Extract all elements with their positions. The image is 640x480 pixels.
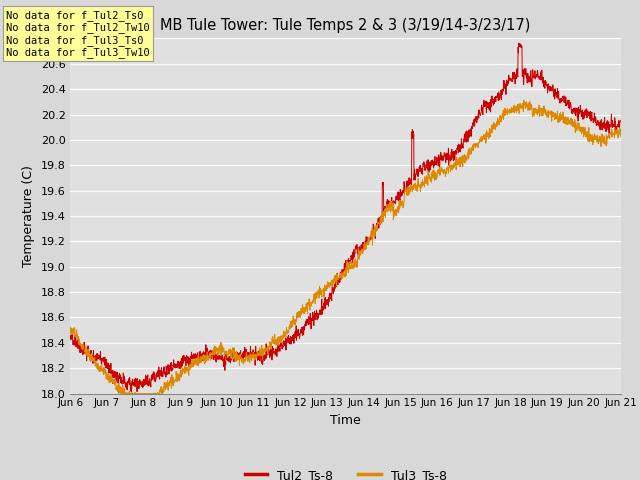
Tul2_Ts-8 xyxy=(602,123,609,129)
Tul2_Ts-8 xyxy=(133,389,141,395)
Tul2_Ts-8 xyxy=(335,278,342,284)
Line: Tul2_Ts-8: Tul2_Ts-8 xyxy=(70,43,621,392)
Tul3_Ts-8 xyxy=(617,133,625,139)
Legend: Tul2_Ts-8, Tul3_Ts-8: Tul2_Ts-8, Tul3_Ts-8 xyxy=(239,464,452,480)
Text: No data for f_Tul2_Ts0
No data for f_Tul2_Tw10
No data for f_Tul3_Ts0
No data fo: No data for f_Tul2_Ts0 No data for f_Tul… xyxy=(6,10,150,58)
Tul3_Ts-8 xyxy=(335,277,342,283)
Tul2_Ts-8 xyxy=(67,334,74,340)
Tul3_Ts-8 xyxy=(95,363,102,369)
Tul3_Ts-8 xyxy=(67,324,74,330)
Tul3_Ts-8 xyxy=(320,285,328,291)
Tul3_Ts-8 xyxy=(601,140,609,146)
X-axis label: Time: Time xyxy=(330,414,361,427)
Tul2_Ts-8 xyxy=(601,121,609,127)
Tul3_Ts-8 xyxy=(117,391,125,396)
Tul2_Ts-8 xyxy=(617,118,625,123)
Tul3_Ts-8 xyxy=(520,97,528,103)
Tul3_Ts-8 xyxy=(500,111,508,117)
Line: Tul3_Ts-8: Tul3_Ts-8 xyxy=(70,100,621,394)
Tul2_Ts-8 xyxy=(515,40,522,46)
Tul3_Ts-8 xyxy=(602,142,609,147)
Tul2_Ts-8 xyxy=(500,85,508,91)
Tul2_Ts-8 xyxy=(95,355,102,360)
Title: MB Tule Tower: Tule Temps 2 & 3 (3/19/14-3/23/17): MB Tule Tower: Tule Temps 2 & 3 (3/19/14… xyxy=(161,18,531,33)
Tul2_Ts-8 xyxy=(320,300,328,306)
Y-axis label: Temperature (C): Temperature (C) xyxy=(22,165,35,267)
